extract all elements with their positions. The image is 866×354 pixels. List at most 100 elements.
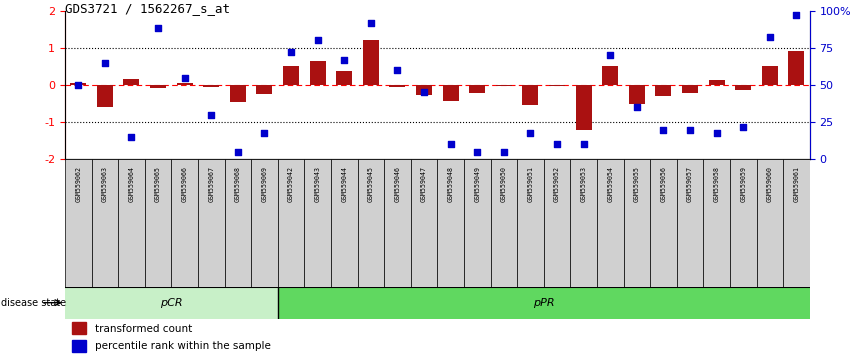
Bar bbox=[363, 40, 378, 85]
Bar bbox=[708, 80, 725, 85]
Text: GSM559064: GSM559064 bbox=[128, 166, 134, 202]
Bar bbox=[416, 85, 432, 95]
Point bbox=[204, 112, 218, 118]
Bar bbox=[656, 85, 671, 96]
Point bbox=[523, 130, 537, 135]
Text: GSM559057: GSM559057 bbox=[687, 166, 693, 202]
Bar bbox=[124, 79, 139, 85]
Bar bbox=[251, 159, 278, 287]
Text: GSM559046: GSM559046 bbox=[394, 166, 400, 202]
Text: GDS3721 / 1562267_s_at: GDS3721 / 1562267_s_at bbox=[65, 2, 230, 15]
Text: GSM559058: GSM559058 bbox=[714, 166, 720, 202]
Bar bbox=[310, 61, 326, 85]
Bar bbox=[496, 85, 512, 86]
Text: GSM559051: GSM559051 bbox=[527, 166, 533, 202]
Text: GSM559050: GSM559050 bbox=[501, 166, 507, 202]
Bar bbox=[283, 67, 299, 85]
Text: GSM559053: GSM559053 bbox=[580, 166, 586, 202]
Bar bbox=[464, 159, 490, 287]
Point bbox=[178, 75, 191, 80]
Bar bbox=[256, 85, 273, 94]
Bar bbox=[544, 159, 571, 287]
Text: GSM559068: GSM559068 bbox=[235, 166, 241, 202]
Point bbox=[470, 149, 484, 155]
Point bbox=[71, 82, 85, 88]
Point bbox=[497, 149, 511, 155]
Point bbox=[790, 12, 804, 18]
Point bbox=[257, 130, 271, 135]
Bar bbox=[278, 287, 810, 319]
Bar bbox=[97, 85, 113, 107]
Text: GSM559061: GSM559061 bbox=[793, 166, 799, 202]
Point bbox=[417, 90, 431, 95]
Text: GSM559065: GSM559065 bbox=[155, 166, 161, 202]
Text: disease state: disease state bbox=[1, 298, 66, 308]
Bar bbox=[762, 67, 778, 85]
Bar bbox=[597, 159, 624, 287]
Text: GSM559062: GSM559062 bbox=[75, 166, 81, 202]
Text: GSM559060: GSM559060 bbox=[766, 166, 772, 202]
Point bbox=[443, 142, 457, 147]
Point bbox=[683, 127, 697, 132]
Text: GSM559069: GSM559069 bbox=[262, 166, 268, 202]
Bar bbox=[229, 85, 246, 102]
Text: GSM559049: GSM559049 bbox=[475, 166, 481, 202]
Text: GSM559043: GSM559043 bbox=[314, 166, 320, 202]
Bar bbox=[385, 159, 410, 287]
Bar bbox=[443, 85, 459, 101]
Point bbox=[550, 142, 564, 147]
Point bbox=[125, 134, 139, 140]
Text: GSM559063: GSM559063 bbox=[102, 166, 108, 202]
Point bbox=[577, 142, 591, 147]
Text: GSM559044: GSM559044 bbox=[341, 166, 347, 202]
Bar bbox=[676, 159, 703, 287]
Text: pPR: pPR bbox=[533, 298, 554, 308]
Bar bbox=[783, 159, 810, 287]
Text: GSM559048: GSM559048 bbox=[448, 166, 454, 202]
Text: GSM559056: GSM559056 bbox=[661, 166, 667, 202]
Bar bbox=[278, 159, 304, 287]
Text: percentile rank within the sample: percentile rank within the sample bbox=[94, 341, 270, 351]
Bar bbox=[517, 159, 544, 287]
Bar bbox=[171, 159, 198, 287]
Point bbox=[763, 35, 777, 40]
Bar bbox=[65, 287, 278, 319]
Text: pCR: pCR bbox=[160, 298, 183, 308]
Text: GSM559055: GSM559055 bbox=[634, 166, 640, 202]
Bar bbox=[571, 159, 597, 287]
Bar bbox=[730, 159, 757, 287]
Bar bbox=[224, 159, 251, 287]
Bar bbox=[757, 159, 783, 287]
Bar bbox=[92, 159, 118, 287]
Point bbox=[364, 20, 378, 25]
Point bbox=[630, 104, 643, 110]
Text: GSM559047: GSM559047 bbox=[421, 166, 427, 202]
Point bbox=[151, 25, 165, 31]
Point bbox=[337, 57, 351, 63]
Text: GSM559066: GSM559066 bbox=[182, 166, 188, 202]
Bar bbox=[390, 85, 405, 87]
Point bbox=[656, 127, 670, 132]
Point bbox=[604, 52, 617, 58]
Bar bbox=[145, 159, 171, 287]
Text: GSM559059: GSM559059 bbox=[740, 166, 746, 202]
Bar bbox=[336, 71, 352, 85]
Text: GSM559042: GSM559042 bbox=[288, 166, 294, 202]
Bar bbox=[703, 159, 730, 287]
Bar bbox=[682, 85, 698, 93]
Bar bbox=[469, 85, 485, 93]
Text: GSM559052: GSM559052 bbox=[554, 166, 560, 202]
Bar bbox=[65, 159, 92, 287]
Point bbox=[391, 67, 404, 73]
Bar bbox=[410, 159, 437, 287]
Point bbox=[736, 124, 750, 130]
Bar bbox=[549, 85, 565, 86]
Text: GSM559054: GSM559054 bbox=[607, 166, 613, 202]
Text: GSM559067: GSM559067 bbox=[208, 166, 214, 202]
Bar bbox=[73, 340, 86, 352]
Bar bbox=[331, 159, 358, 287]
Bar bbox=[304, 159, 331, 287]
Point bbox=[284, 50, 298, 55]
Bar bbox=[150, 85, 166, 88]
Bar bbox=[522, 85, 539, 105]
